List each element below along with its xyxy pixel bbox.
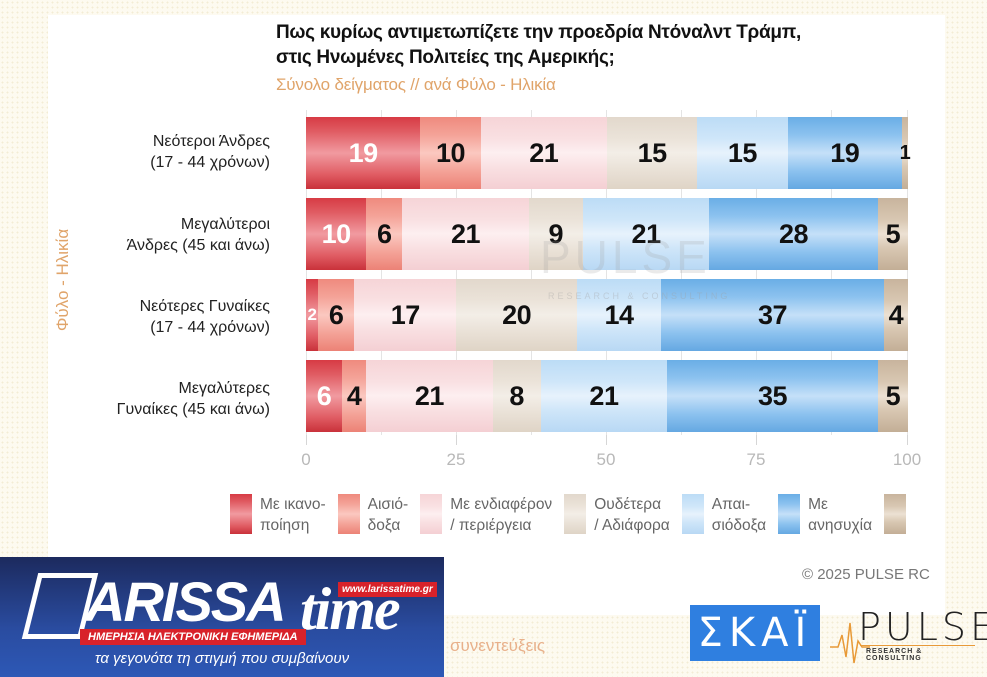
larissa-slogan: τα γεγονότα τη στιγμή που συμβαίνουν [94,650,350,667]
gridline [606,110,607,435]
bar-segment: 10 [420,117,481,189]
bar-segment: 28 [709,198,878,270]
legend-item: Με ενδιαφέρον / περιέργεια [420,494,552,536]
pulse-watermark: PULSE [540,231,711,283]
legend-item: Ουδέτερα / Αδιάφορα [564,494,670,536]
row-label: Μεγαλύτερες Γυναίκες (45 και άνω) [116,380,270,418]
row-label: Νεότερες Γυναίκες (17 - 44 χρόνων) [139,298,270,336]
legend-item [884,494,914,536]
bar-segment: 5 [877,360,908,432]
bar-segment: 21 [402,198,529,270]
larissa-url[interactable]: www.larissatime.gr [338,582,437,597]
plot-area [306,110,908,445]
chart-legend: Με ικανο- ποίηση Αισιό- δοξα Με ενδιαφέρ… [230,494,926,536]
copyright: © 2025 PULSE RC [802,566,930,583]
x-tick-label: 100 [892,450,922,469]
gridline [831,110,832,435]
tick-mark [756,435,757,445]
larissa-tagline: ΗΜΕΡΗΣΙΑ ΗΛΕΚΤΡΟΝΙΚΗ ΕΦΗΜΕΡΙΔΑ [80,629,306,645]
legend-swatch [681,494,704,534]
bar-segment: 17 [354,279,457,351]
bar-segment: 5 [877,198,908,270]
y-axis-title: Φύλο - Ηλικία [53,228,72,332]
bar-segment: 10 [306,198,367,270]
x-tick-label: 50 [596,450,616,469]
bar-segment: 14 [576,279,662,351]
legend-item: Με ανησυχία [778,494,872,536]
gridline [306,110,307,435]
bar-segment: 21 [366,360,493,432]
bar-segment: 15 [606,117,698,189]
row-label: Νεότεροι Άνδρες (17 - 44 χρόνων) [150,133,270,171]
bar-segment: 4 [342,360,367,432]
gridline [456,110,457,435]
pulse-logo: PULSE RESEARCH & CONSULTING [830,605,987,665]
bar-segment: 21 [480,117,607,189]
chart-subtitle: Σύνολο δείγματος // ανά Φύλο - Ηλικία [276,75,556,94]
bar-segment: 6 [318,279,355,351]
x-tick-label: 75 [746,450,766,469]
bar-segment: 4 [883,279,908,351]
tick-mark [306,435,307,445]
gridline [681,110,682,435]
legend-swatch [230,494,252,534]
larissatime-banner[interactable]: ARISSA time www.larissatime.gr ΗΜΕΡΗΣΙΑ … [0,557,444,677]
legend-item: Με ικανο- ποίηση [230,494,326,536]
bar-segment: 1 [900,117,911,189]
row-label: Μεγαλύτεροι Άνδρες (45 και άνω) [126,216,270,254]
bar-segment: 37 [661,279,884,351]
bar-segment: 9 [528,198,583,270]
legend-swatch [564,494,587,534]
bar-segment: 19 [306,117,421,189]
gridline [907,110,908,435]
legend-swatch [420,494,443,534]
legend-swatch [884,494,907,534]
bar-segment: 8 [492,360,541,432]
interviews-text: συνεντεύξεις [450,636,546,655]
x-tick-label: 25 [446,450,466,469]
tick-mark [456,435,457,445]
bar-segment: 2 [306,279,319,351]
bar-segment: 6 [366,198,403,270]
skai-logo: ΣΚΑΪ [690,605,820,661]
gridline [381,110,382,435]
bar-segment: 20 [456,279,577,351]
gridline [531,110,532,435]
bar-segment: 15 [697,117,788,189]
legend-swatch [778,494,801,534]
larissa-name: ARISSA [85,570,287,633]
bar-segment: 21 [540,360,668,432]
bar-segment: 6 [306,360,343,432]
chart-title: Πως κυρίως αντιμετωπίζετε την προεδρία Ν… [276,22,801,68]
legend-item: Αισιό- δοξα [337,494,408,536]
bar-row-young-men: 19 10 21 15 15 19 1 [306,117,911,189]
bar-row-older-men: 10 6 21 9 21 28 5 [306,198,908,270]
bar-segment: 21 [582,198,710,270]
x-tick-label: 0 [301,450,311,469]
gridline [756,110,757,435]
bar-row-older-women: 6 4 21 8 21 35 5 [306,360,908,432]
legend-swatch [337,494,360,534]
bar-segment: 19 [787,117,902,189]
tick-mark [606,435,607,445]
pulse-watermark-sub: RESEARCH & CONSULTING [548,291,731,301]
bar-segment: 35 [667,360,878,432]
bar-row-young-women: 2 6 17 20 14 37 4 [306,279,908,351]
tick-mark [907,435,908,445]
legend-item: Απαι- σιόδοξα [681,494,766,536]
pulse-underline [860,645,975,646]
